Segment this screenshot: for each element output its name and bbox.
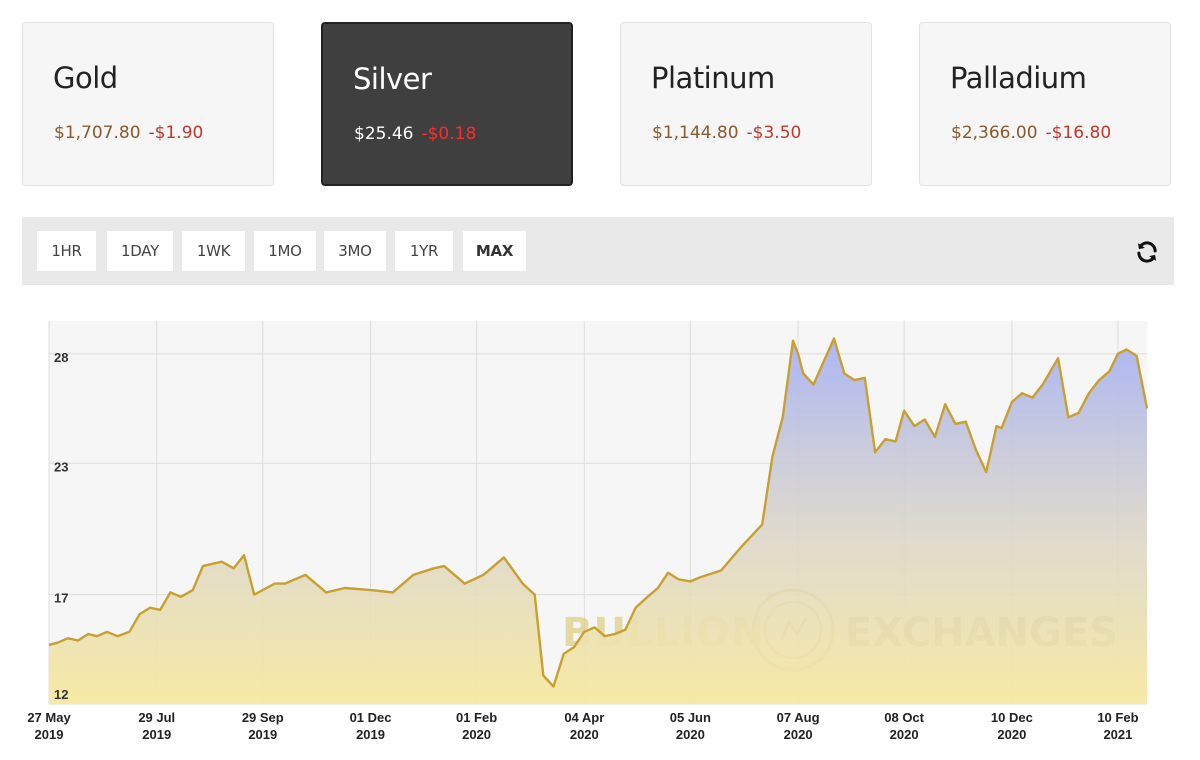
- x-tick-label: 2019: [356, 727, 385, 742]
- metal-price: $25.46: [354, 124, 414, 144]
- price-line: [48, 337, 1149, 688]
- y-axis-ticks: 12 17 23 28: [54, 350, 68, 702]
- x-tick-label: 2020: [997, 727, 1026, 742]
- x-tick-label: 05 Jun: [670, 710, 711, 725]
- metal-price-line: $1,707.80 -$1.90: [54, 123, 203, 143]
- x-tick-label: 01 Feb: [456, 710, 497, 725]
- metal-price-line: $25.46 -$0.18: [354, 124, 476, 144]
- x-axis-ticks: 27 May 2019 29 Jul 2019 29 Sep 2019 01 Dec 2019…: [27, 710, 1138, 742]
- range-button-3mo[interactable]: 3MO: [324, 231, 386, 271]
- x-tick-label: 29 Sep: [242, 710, 284, 725]
- range-toolbar: 1HR 1DAY 1WK 1MO 3MO 1YR MAX: [22, 217, 1174, 285]
- range-button-1yr[interactable]: 1YR: [395, 231, 453, 271]
- metal-price-line: $2,366.00 -$16.80: [951, 123, 1111, 143]
- x-tick-label: 04 Apr: [564, 710, 604, 725]
- x-tick-label: 2019: [142, 727, 171, 742]
- x-tick-label: 2020: [676, 727, 705, 742]
- y-tick-label: 17: [54, 591, 68, 606]
- x-tick-label: 08 Oct: [884, 710, 924, 725]
- metal-change: -$16.80: [1045, 123, 1112, 143]
- x-tick-label: 07 Aug: [777, 710, 820, 725]
- x-tick-label: 10 Dec: [991, 710, 1033, 725]
- metal-cards: Gold $1,707.80 -$1.90 Silver $25.46 -$0.18…: [22, 22, 1172, 190]
- x-tick-label: 2020: [462, 727, 491, 742]
- x-tick-label: 29 Jul: [138, 710, 175, 725]
- x-tick-label: 2021: [1103, 727, 1132, 742]
- metal-name: Palladium: [950, 61, 1087, 95]
- metal-name: Gold: [53, 61, 118, 95]
- metal-name: Platinum: [651, 61, 775, 95]
- y-tick-label: 28: [54, 350, 68, 365]
- x-tick-label: 2019: [248, 727, 277, 742]
- range-button-1day[interactable]: 1DAY: [107, 231, 173, 271]
- metal-card-palladium[interactable]: Palladium $2,366.00 -$16.80: [919, 22, 1171, 186]
- metal-card-platinum[interactable]: Platinum $1,144.80 -$3.50: [620, 22, 872, 186]
- metal-name: Silver: [353, 62, 432, 96]
- metal-card-gold[interactable]: Gold $1,707.80 -$1.90: [22, 22, 274, 186]
- metal-change: -$0.18: [421, 124, 477, 144]
- x-tick-label: 10 Feb: [1097, 710, 1138, 725]
- x-tick-label: 27 May: [27, 710, 71, 725]
- metal-change: -$3.50: [746, 123, 802, 143]
- metal-price-line: $1,144.80 -$3.50: [652, 123, 801, 143]
- metal-card-silver[interactable]: Silver $25.46 -$0.18: [321, 22, 573, 186]
- x-tick-label: 01 Dec: [350, 710, 392, 725]
- metal-change: -$1.90: [148, 123, 204, 143]
- price-area: [49, 338, 1147, 704]
- x-tick-label: 2019: [35, 727, 64, 742]
- x-tick-label: 2020: [890, 727, 919, 742]
- y-tick-label: 23: [54, 459, 68, 474]
- metal-price: $1,144.80: [652, 123, 739, 143]
- refresh-icon[interactable]: [1134, 239, 1160, 265]
- range-button-1hr[interactable]: 1HR: [37, 231, 96, 271]
- metal-price: $2,366.00: [951, 123, 1038, 143]
- range-button-max[interactable]: MAX: [463, 231, 526, 271]
- x-tick-label: 2020: [784, 727, 813, 742]
- metal-price: $1,707.80: [54, 123, 141, 143]
- x-tick-label: 2020: [570, 727, 599, 742]
- y-tick-label: 12: [54, 687, 68, 702]
- range-button-1wk[interactable]: 1WK: [182, 231, 245, 271]
- range-button-1mo[interactable]: 1MO: [254, 231, 316, 271]
